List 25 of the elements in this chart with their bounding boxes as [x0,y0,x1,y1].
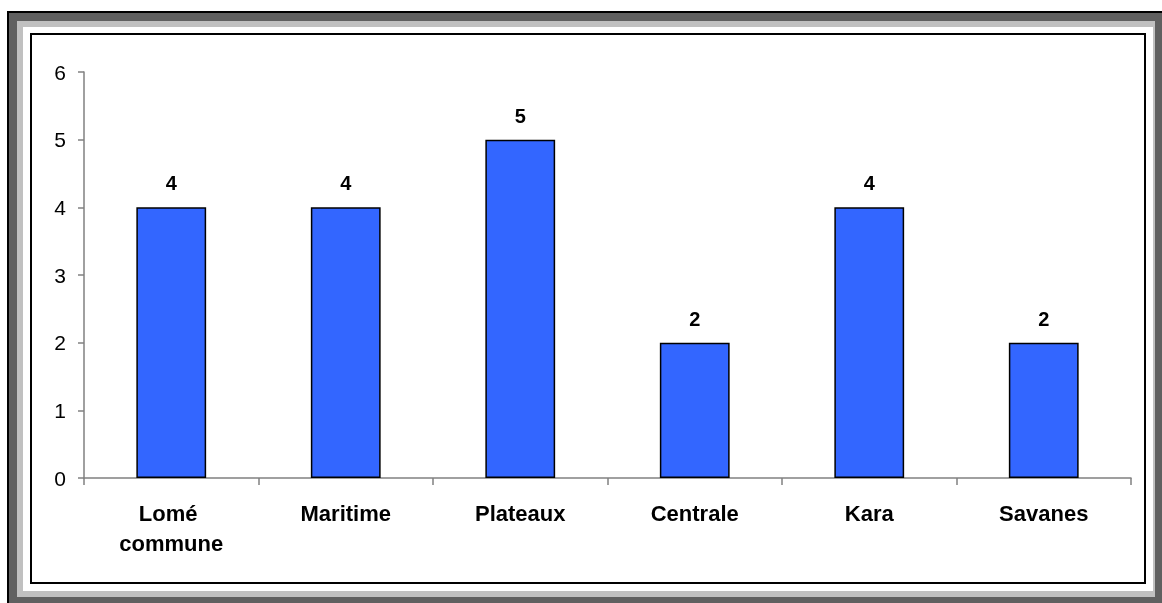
bar [834,207,905,478]
y-tick-label: 3 [54,263,66,287]
y-tick-label: 5 [54,128,66,152]
bar [485,139,556,478]
data-label: 5 [514,104,526,127]
data-label: 2 [689,307,701,330]
data-label: 4 [165,172,178,195]
y-tick-label: 6 [54,60,66,84]
data-label: 4 [863,172,876,195]
bar [136,207,207,478]
x-tick-label: Kara [844,500,895,526]
bar [659,342,730,478]
y-tick-label: 0 [54,466,66,490]
data-label: 2 [1038,307,1050,330]
x-tick-label: Centrale [650,500,739,526]
y-tick-label: 1 [54,398,66,422]
x-tick-label: Maritime [300,500,391,526]
bar [310,207,381,478]
data-label: 4 [340,172,353,195]
x-tick-label: Savanes [999,500,1089,526]
x-tick-label: Plateaux [475,500,567,526]
y-tick-label: 4 [54,195,67,219]
x-tick-label: Lomé commune [119,500,224,556]
y-tick-label: 2 [54,331,66,355]
bar [1008,342,1079,478]
